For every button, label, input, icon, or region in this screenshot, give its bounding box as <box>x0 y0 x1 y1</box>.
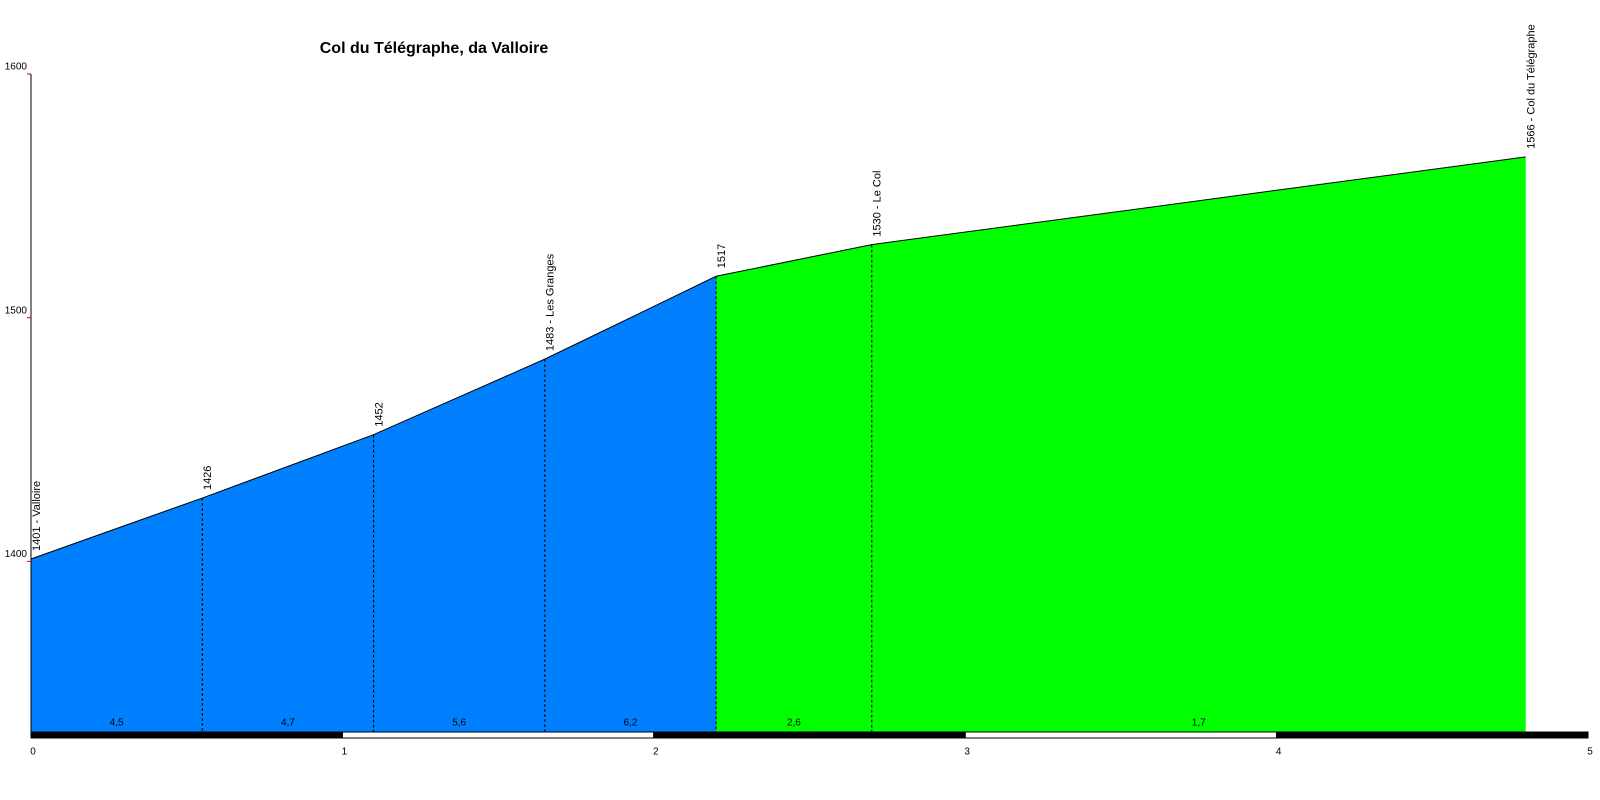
y-tick-label: 1500 <box>5 305 28 316</box>
point-label: 1452 <box>373 402 385 426</box>
gradient-label: 4,7 <box>281 718 295 729</box>
gradient-label: 2,6 <box>787 718 801 729</box>
point-label: 1566 - Col du Télégraphe <box>1526 24 1538 149</box>
x-axis-band <box>1276 731 1589 739</box>
point-label: 1426 <box>202 466 214 490</box>
point-label: 1530 - Le Col <box>872 171 884 237</box>
segment-area <box>544 276 717 732</box>
x-axis-band <box>964 731 1278 739</box>
profile-line <box>30 156 1526 560</box>
gradient-label: 1,7 <box>1192 718 1206 729</box>
point-label: 1517 <box>716 244 728 268</box>
x-axis-band <box>341 731 655 739</box>
segment-area <box>871 156 1526 732</box>
x-tick-label: 0 <box>30 747 36 758</box>
segment-area <box>373 359 545 732</box>
x-tick-label: 1 <box>342 747 348 758</box>
y-tick-label: 1600 <box>5 62 28 73</box>
x-tick-label: 5 <box>1587 747 1593 758</box>
x-axis-band <box>653 731 966 739</box>
x-tick-label: 2 <box>653 747 659 758</box>
point-label: 1483 - Les Granges <box>545 253 557 351</box>
x-axis-band <box>30 731 343 739</box>
x-tick-label: 3 <box>964 747 970 758</box>
segment-area <box>202 434 374 732</box>
point-label: 1401 - Valloire <box>31 481 43 551</box>
y-tick-label: 1400 <box>5 549 28 560</box>
gradient-label: 4,5 <box>110 718 124 729</box>
segment-area <box>716 244 872 732</box>
chart-title: Col du Télégraphe, da Valloire <box>320 40 549 57</box>
gradient-label: 5,6 <box>452 718 466 729</box>
x-tick-label: 4 <box>1276 747 1282 758</box>
segment-area <box>31 498 203 732</box>
gradient-label: 6,2 <box>623 718 637 729</box>
